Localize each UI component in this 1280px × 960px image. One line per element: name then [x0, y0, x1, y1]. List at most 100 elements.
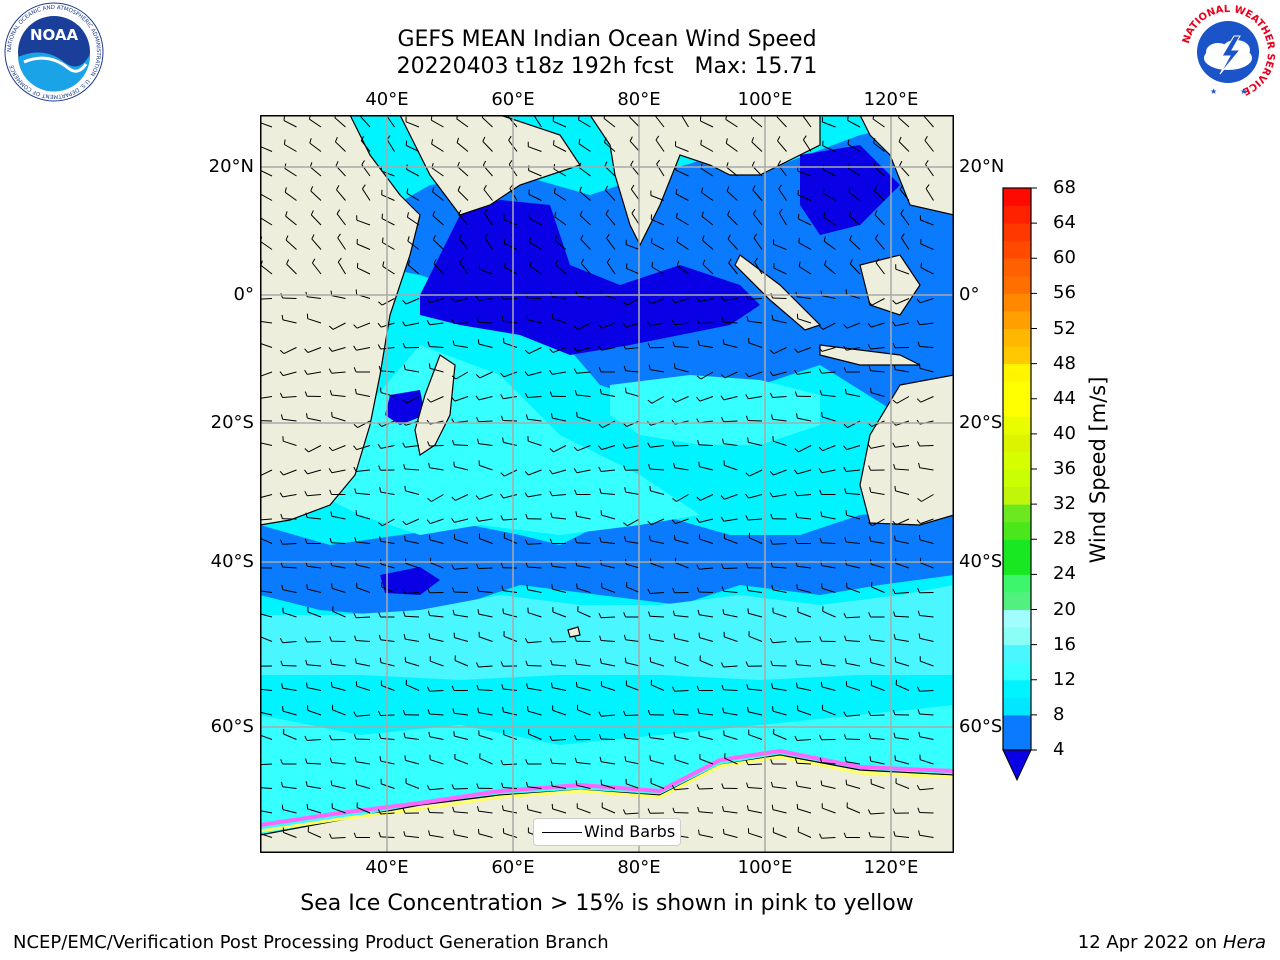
wind-barb	[331, 416, 346, 422]
land-kerguelen	[567, 626, 581, 638]
wind-barb	[285, 215, 297, 226]
wind-barb-flag	[722, 707, 725, 713]
wind-barb	[307, 785, 322, 789]
wind-barb	[429, 367, 444, 373]
wind-barb-flag	[649, 535, 651, 541]
wind-barb-flag	[624, 657, 627, 663]
wind-barb	[846, 393, 861, 397]
wind-barb-flag	[673, 633, 676, 639]
wind-barb-flag	[606, 258, 611, 263]
wind-barb-flag	[696, 685, 700, 691]
wind-barb-flag	[377, 809, 381, 815]
wind-barb	[405, 759, 420, 765]
wind-barb	[600, 640, 616, 642]
wind-barb	[331, 347, 346, 352]
wind-barb	[748, 320, 763, 324]
wind-barb-flag	[648, 464, 651, 470]
colorbar-bin	[1003, 714, 1031, 733]
wind-barb-flag	[745, 472, 750, 477]
wind-barb	[430, 396, 444, 403]
wind-barb	[454, 735, 469, 740]
wind-barb	[529, 265, 542, 275]
wind-barb	[849, 263, 861, 275]
wind-barb-flag	[892, 442, 896, 448]
wind-barb-flag	[604, 161, 608, 167]
wind-barb-flag	[428, 534, 431, 540]
wind-barb-flag	[872, 115, 875, 120]
wind-barb	[895, 490, 910, 495]
wind-barb	[724, 494, 738, 500]
wind-barb	[649, 592, 665, 594]
wind-barb-flag	[671, 320, 676, 325]
wind-barb-flag	[769, 392, 773, 398]
wind-barb-flag	[549, 448, 554, 453]
wind-barb-flag	[894, 755, 896, 761]
wind-barb	[580, 263, 591, 275]
wind-barb	[625, 322, 640, 328]
wind-barb	[429, 539, 444, 544]
wind-barb-flag	[406, 212, 409, 218]
wind-barb	[650, 218, 665, 226]
wind-barb-flag	[671, 298, 676, 304]
wind-barb-flag	[647, 808, 651, 814]
colorbar-tick-label: 28	[1053, 528, 1076, 550]
wind-barb-flag	[525, 759, 528, 765]
wind-barb	[552, 120, 567, 128]
wind-barb	[454, 660, 469, 667]
wind-barb	[919, 539, 934, 544]
wind-barb-flag	[770, 660, 773, 666]
wind-barb	[726, 166, 738, 177]
wind-barb-flag	[868, 831, 871, 837]
wind-barb-flag	[844, 756, 847, 762]
top-lon-label: 100°E	[737, 89, 793, 110]
wind-barb-flag	[311, 258, 316, 264]
wind-barb	[797, 371, 812, 375]
wind-barb	[772, 319, 787, 324]
wind-barb-flag	[745, 493, 749, 499]
wind-barb-flag	[599, 635, 602, 641]
wind-barb	[453, 591, 469, 593]
wind-barb-flag	[549, 391, 553, 397]
wind-barb	[406, 145, 420, 152]
colorbar-bin	[1003, 521, 1031, 540]
wind-barb	[822, 709, 836, 716]
wind-barb-flag	[651, 238, 653, 244]
wind-barb-flag	[526, 314, 529, 320]
wind-barb	[553, 168, 567, 177]
wind-barb-flag	[328, 347, 333, 352]
wind-barb	[552, 611, 567, 618]
wind-barb	[675, 660, 689, 667]
wind-barb-flag	[508, 160, 513, 165]
wind-barb	[579, 191, 591, 201]
wind-barb-flag	[796, 584, 798, 590]
left-lat-label: 20°N	[208, 156, 254, 177]
wind-barb	[552, 296, 567, 299]
wind-barb	[748, 809, 763, 814]
wind-barb	[306, 641, 322, 643]
wind-barb	[284, 167, 297, 177]
wind-barb-flag	[402, 588, 406, 594]
wind-barb-flag	[353, 423, 358, 428]
wind-barb-flag	[549, 538, 553, 544]
colorbar-bin	[1003, 188, 1031, 207]
wind-barb-flag	[745, 661, 749, 667]
wind-barb-flag	[843, 612, 847, 618]
wind-barb-flag	[820, 780, 823, 786]
wind-barb	[307, 347, 322, 353]
wind-barb-flag	[575, 681, 578, 687]
wind-barb	[894, 592, 910, 594]
wind-barb	[748, 342, 763, 348]
wind-barb	[356, 514, 371, 520]
wind-barb	[700, 120, 714, 128]
wind-barb	[577, 807, 591, 814]
wind-barb-flag	[525, 660, 528, 666]
wind-barb	[777, 140, 787, 152]
wind-barb-flag	[603, 137, 607, 143]
wind-barb-flag	[747, 437, 749, 443]
wind-barb	[773, 469, 787, 476]
wind-barb-flag	[304, 448, 309, 453]
wind-barb-flag	[501, 805, 504, 811]
wind-barb-flag	[819, 489, 822, 495]
wind-barb-flag	[795, 512, 798, 518]
wind-barb	[895, 518, 910, 526]
